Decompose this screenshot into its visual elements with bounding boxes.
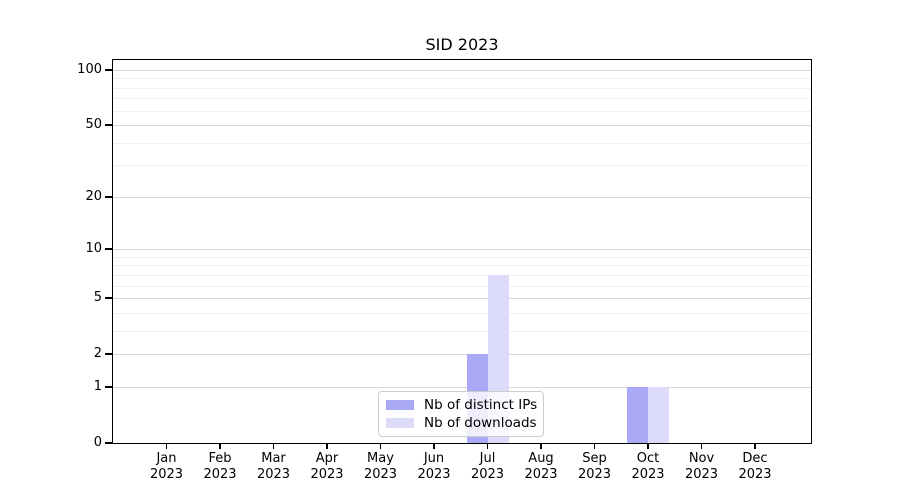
plot-area (113, 60, 811, 443)
x-tick-label: Aug 2023 (509, 451, 573, 483)
x-tick-month: Mar (261, 451, 286, 466)
x-tick-mark (486, 443, 489, 449)
x-tick-mark (593, 443, 596, 449)
x-tick-year: 2023 (417, 467, 451, 482)
minor-gridline (113, 285, 811, 287)
y-tick-label: 50 (85, 117, 102, 133)
x-tick-label: Apr 2023 (295, 451, 359, 483)
x-tick-year: 2023 (203, 467, 237, 482)
minor-gridline (113, 142, 811, 144)
x-tick-month: Sep (582, 451, 607, 466)
x-tick-year: 2023 (524, 467, 558, 482)
x-tick-label: Sep 2023 (563, 451, 627, 483)
y-tick-label: 2 (93, 346, 102, 362)
x-tick-mark (219, 443, 221, 449)
major-gridline (113, 298, 811, 300)
y-tick-mark (105, 248, 112, 250)
x-tick-month: May (367, 451, 394, 466)
minor-gridline (113, 110, 811, 112)
y-tick-mark (105, 196, 112, 198)
y-tick-mark (105, 353, 112, 355)
x-tick-mark (433, 443, 435, 449)
x-tick-mark (754, 443, 756, 449)
legend-swatch-distinct-ips (386, 400, 414, 410)
x-tick-year: 2023 (577, 467, 612, 482)
major-gridline (113, 354, 811, 356)
x-tick-label: Jan 2023 (135, 451, 199, 483)
x-tick-label: May 2023 (349, 451, 413, 483)
x-tick-year: 2023 (256, 467, 291, 482)
legend-swatch-downloads (386, 418, 414, 428)
x-tick-label: Nov 2023 (670, 451, 734, 483)
y-tick-label: 100 (77, 61, 102, 77)
x-tick-mark (272, 443, 275, 449)
y-tick-mark (105, 297, 112, 299)
legend-entry-downloads: Nb of downloads (386, 415, 537, 431)
x-tick-mark (326, 443, 328, 449)
y-tick-label: 0 (93, 435, 102, 450)
y-tick-mark (105, 69, 112, 71)
y-tick-label: 1 (93, 378, 102, 394)
x-tick-mark (165, 443, 168, 449)
x-tick-month: Oct (636, 451, 660, 466)
minor-gridline (113, 256, 811, 258)
minor-gridline (113, 312, 811, 314)
x-tick-mark (700, 443, 703, 449)
x-tick-mark (647, 443, 649, 449)
y-tick-mark (105, 442, 112, 444)
x-tick-month: Jun (423, 451, 445, 466)
legend-entry-distinct-ips: Nb of distinct IPs (386, 397, 538, 413)
x-tick-mark (540, 443, 542, 449)
legend: Nb of distinct IPs Nb of downloads (378, 391, 544, 437)
x-tick-month: Feb (208, 451, 232, 466)
x-tick-label: Feb 2023 (188, 451, 252, 483)
bar-nb-of-distinct-ips (627, 386, 648, 443)
x-tick-month: Jan (156, 451, 177, 466)
x-tick-year: 2023 (470, 467, 505, 482)
minor-gridline (113, 87, 811, 89)
x-tick-year: 2023 (149, 467, 184, 482)
y-tick-label: 20 (85, 188, 102, 204)
x-tick-label: Dec 2023 (723, 451, 787, 483)
x-tick-year: 2023 (363, 467, 398, 482)
minor-gridline (113, 330, 811, 332)
chart-title: SID 2023 (425, 35, 499, 54)
x-tick-year: 2023 (684, 467, 719, 482)
minor-gridline (113, 78, 811, 80)
y-tick-mark (105, 124, 112, 126)
x-tick-label: Oct 2023 (616, 451, 680, 483)
y-tick-label: 10 (85, 241, 102, 257)
minor-gridline (113, 274, 811, 276)
minor-gridline (113, 98, 811, 100)
minor-gridline (113, 265, 811, 267)
major-gridline (113, 249, 811, 251)
x-tick-month: Nov (688, 451, 715, 466)
y-tick-mark (105, 386, 112, 388)
x-tick-month: Jul (479, 451, 496, 466)
legend-label-distinct-ips: Nb of distinct IPs (424, 397, 538, 413)
x-tick-month: Aug (528, 451, 554, 466)
major-gridline (113, 125, 811, 127)
major-gridline (113, 196, 811, 198)
major-gridline (113, 386, 811, 388)
x-tick-month: Apr (315, 451, 339, 466)
x-tick-label: Jun 2023 (402, 451, 466, 483)
x-tick-label: Jul 2023 (456, 451, 520, 483)
y-tick-label: 5 (93, 290, 102, 306)
x-tick-year: 2023 (631, 467, 665, 482)
major-gridline (113, 69, 811, 71)
bar-nb-of-downloads (648, 386, 669, 443)
x-tick-label: Mar 2023 (242, 451, 306, 483)
x-tick-year: 2023 (738, 467, 772, 482)
x-tick-year: 2023 (310, 467, 344, 482)
minor-gridline (113, 165, 811, 167)
x-tick-month: Dec (742, 451, 768, 466)
legend-label-downloads: Nb of downloads (424, 415, 537, 431)
x-tick-mark (379, 443, 382, 449)
